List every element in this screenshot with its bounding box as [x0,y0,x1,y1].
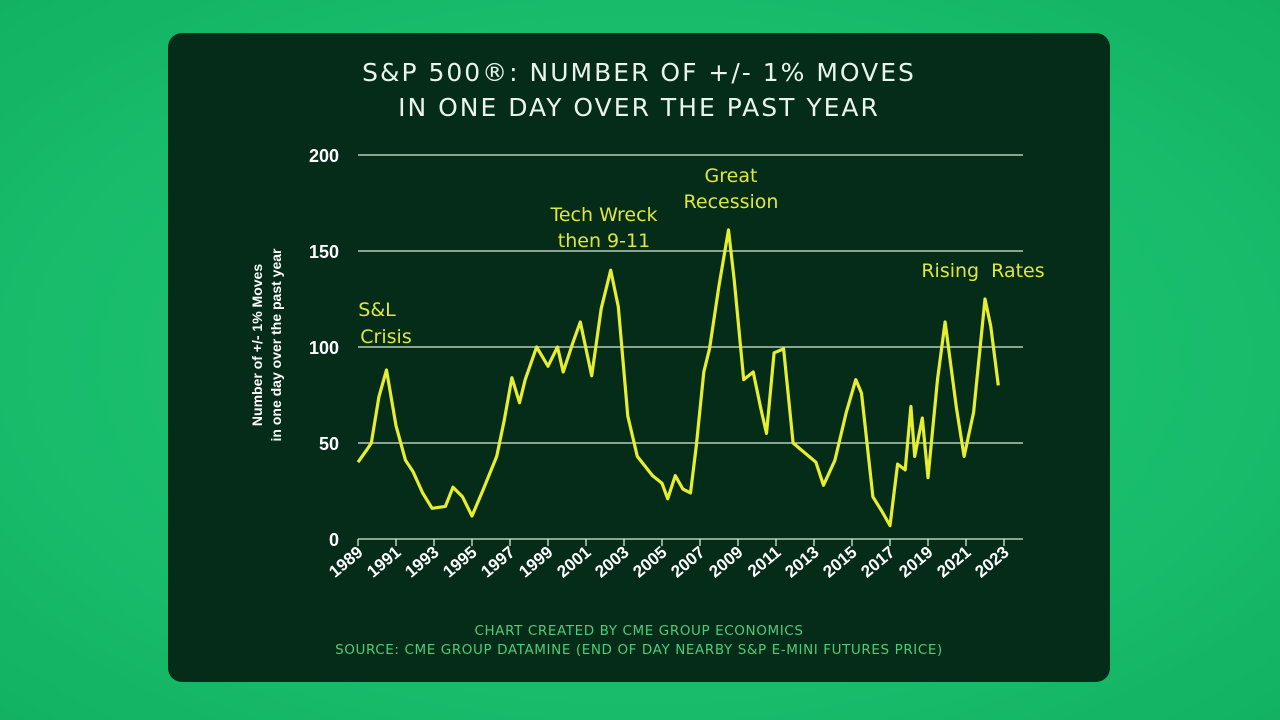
x-tick-label: 1995 [439,543,480,582]
y-axis-label-line-1: Number of +/- 1% Moves [249,264,265,426]
chart-title: S&P 500®: NUMBER OF +/- 1% MOVES IN ONE … [168,55,1110,125]
x-tick-label: 1997 [477,543,518,582]
x-tick-label: 2009 [705,543,746,582]
x-tick-label: 2023 [971,543,1012,582]
annotation-sl-crisis-2: Crisis [360,326,411,348]
x-tick-label: 2015 [819,543,860,582]
x-tick-label: 2003 [591,543,632,582]
title-line-2: IN ONE DAY OVER THE PAST YEAR [398,93,880,122]
annotation-sl-crisis-1: S&L [358,299,396,321]
x-tick-label: 1999 [515,543,556,582]
y-axis-label-line-2: in one day over the past year [268,248,284,442]
y-tick-label: 0 [329,530,339,550]
x-tick-label: 1991 [363,543,404,582]
title-line-1: S&P 500®: NUMBER OF +/- 1% MOVES [362,58,916,87]
annotation-great-recession-1: Great [705,165,758,187]
x-tick-label: 2013 [781,543,822,582]
x-tick-label: 2007 [667,543,708,582]
y-tick-label: 50 [319,434,339,454]
footer-source: SOURCE: CME GROUP DATAMINE (END OF DAY N… [335,642,943,658]
footer-credit: CHART CREATED BY CME GROUP ECONOMICS [474,623,804,639]
x-tick-label: 2017 [857,543,898,582]
x-tick-label: 2005 [629,543,670,582]
x-tick-label: 2011 [744,543,784,581]
y-tick-label: 200 [309,146,339,166]
y-tick-label: 150 [309,242,339,262]
x-tick-label: 2019 [895,543,936,582]
x-tick-label: 2001 [553,543,594,582]
series-line [356,228,1000,528]
annotation-rising-rates: Rising Rates [921,260,1044,282]
annotation-tech-wreck-1: Tech Wreck [549,204,657,226]
annotation-great-recession-2: Recession [684,191,779,213]
y-tick-label: 100 [309,338,339,358]
x-tick-label: 1993 [401,543,442,582]
chart-panel [168,33,1110,682]
x-tick-label: 2021 [933,543,974,582]
annotation-tech-wreck-2: then 9-11 [558,230,650,252]
chart-footer: CHART CREATED BY CME GROUP ECONOMICS SOU… [168,622,1110,660]
